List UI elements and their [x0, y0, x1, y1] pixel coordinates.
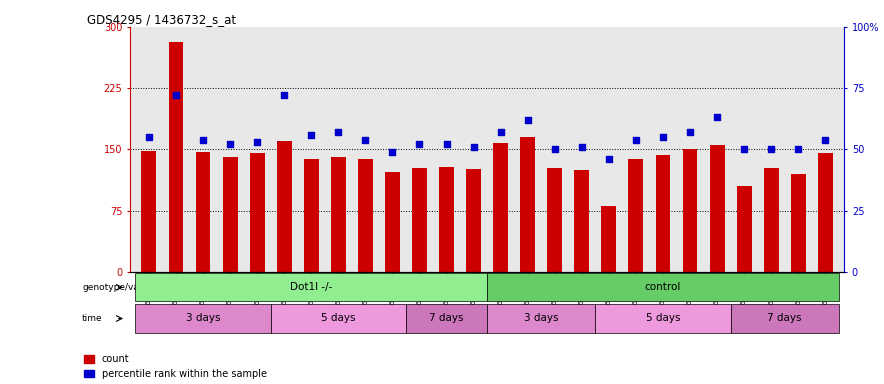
- Point: [764, 146, 778, 152]
- Bar: [304, 159, 319, 272]
- Point: [141, 134, 156, 140]
- Point: [169, 93, 183, 99]
- Bar: [135, 273, 487, 301]
- Bar: [466, 169, 481, 272]
- Bar: [575, 170, 590, 272]
- Point: [332, 129, 346, 135]
- Bar: [277, 141, 292, 272]
- Bar: [169, 41, 183, 272]
- Text: time: time: [82, 314, 103, 323]
- Bar: [223, 157, 238, 272]
- Point: [439, 141, 453, 147]
- Text: genotype/variation: genotype/variation: [82, 283, 168, 292]
- Text: 7 days: 7 days: [767, 313, 802, 323]
- Point: [602, 156, 616, 162]
- Bar: [271, 305, 406, 333]
- Text: Dot1l -/-: Dot1l -/-: [290, 282, 332, 292]
- Point: [493, 129, 507, 135]
- Text: GDS4295 / 1436732_s_at: GDS4295 / 1436732_s_at: [88, 13, 236, 26]
- Bar: [141, 151, 156, 272]
- Bar: [629, 159, 644, 272]
- Point: [656, 134, 670, 140]
- Point: [575, 144, 589, 150]
- Bar: [818, 153, 833, 272]
- Bar: [358, 159, 373, 272]
- Point: [710, 114, 724, 121]
- Point: [413, 141, 427, 147]
- Text: 5 days: 5 days: [321, 313, 355, 323]
- Point: [791, 146, 805, 152]
- Point: [737, 146, 751, 152]
- Text: 5 days: 5 days: [645, 313, 680, 323]
- Text: 3 days: 3 days: [524, 313, 559, 323]
- Bar: [521, 137, 535, 272]
- Bar: [601, 207, 616, 272]
- Point: [467, 144, 481, 150]
- Bar: [764, 168, 779, 272]
- Bar: [385, 172, 400, 272]
- Point: [548, 146, 562, 152]
- Point: [358, 136, 372, 142]
- Bar: [736, 186, 751, 272]
- Point: [250, 139, 264, 145]
- Bar: [439, 167, 454, 272]
- Text: 7 days: 7 days: [430, 313, 464, 323]
- Legend: count, percentile rank within the sample: count, percentile rank within the sample: [84, 354, 267, 379]
- Point: [629, 136, 643, 142]
- Bar: [730, 305, 839, 333]
- Point: [385, 149, 400, 155]
- Text: 3 days: 3 days: [186, 313, 220, 323]
- Point: [819, 136, 833, 142]
- Bar: [195, 152, 210, 272]
- Point: [683, 129, 697, 135]
- Bar: [595, 305, 730, 333]
- Point: [223, 141, 237, 147]
- Bar: [406, 305, 487, 333]
- Text: control: control: [644, 282, 682, 292]
- Bar: [493, 143, 508, 272]
- Point: [277, 93, 291, 99]
- Bar: [547, 168, 562, 272]
- Bar: [487, 305, 595, 333]
- Bar: [412, 168, 427, 272]
- Bar: [249, 153, 264, 272]
- Bar: [135, 305, 271, 333]
- Bar: [331, 157, 346, 272]
- Bar: [656, 155, 670, 272]
- Point: [521, 117, 535, 123]
- Bar: [791, 174, 805, 272]
- Point: [304, 132, 318, 138]
- Point: [196, 136, 210, 142]
- Bar: [487, 273, 839, 301]
- Bar: [710, 145, 725, 272]
- Bar: [682, 149, 697, 272]
